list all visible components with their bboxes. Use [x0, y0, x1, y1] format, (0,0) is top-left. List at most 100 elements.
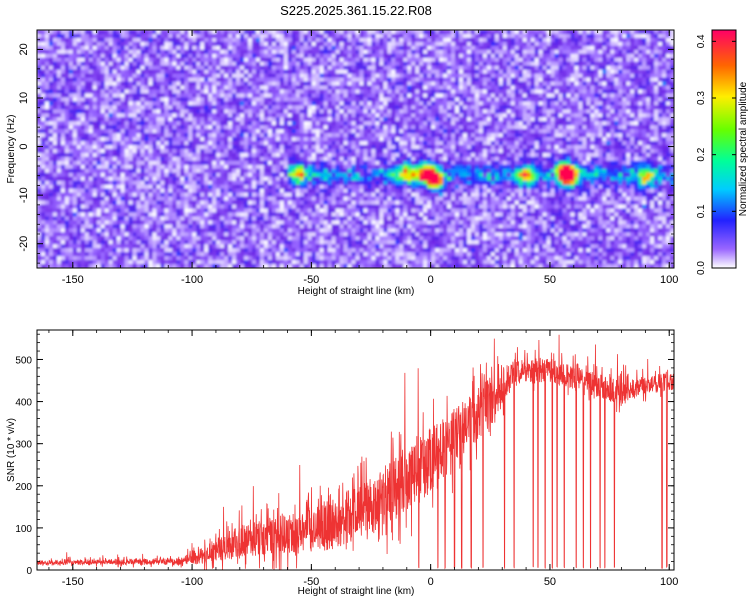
heatmap-cell	[176, 81, 181, 87]
heatmap-cell	[439, 117, 444, 122]
heatmap-cell	[431, 97, 436, 102]
heatmap-cell	[176, 85, 181, 91]
heatmap-cell	[423, 30, 428, 35]
heatmap-cell	[80, 141, 86, 146]
heatmap-cell	[582, 33, 588, 39]
heatmap-cell	[626, 77, 631, 83]
heatmap-cell	[92, 145, 98, 150]
heatmap-cell	[148, 149, 154, 154]
heatmap-cell	[570, 97, 576, 102]
heatmap-cell	[104, 105, 110, 110]
heatmap-cell	[228, 149, 233, 154]
heatmap-cell	[618, 41, 623, 47]
heatmap-cell	[399, 53, 404, 59]
heatmap-cell	[618, 129, 623, 134]
heatmap-cell	[622, 121, 627, 126]
heatmap-cell	[96, 141, 102, 146]
heatmap-cell	[228, 125, 233, 130]
heatmap-cell	[423, 121, 428, 126]
heatmap-cell	[347, 117, 353, 122]
heatmap-cell	[562, 105, 568, 110]
heatmap-cell	[459, 69, 464, 75]
heatmap-cell	[415, 30, 420, 35]
heatmap-cell	[598, 121, 603, 126]
heatmap-cell	[546, 145, 552, 150]
heatmap-cell	[347, 141, 353, 146]
heatmap-cell	[100, 113, 106, 118]
heatmap-cell	[462, 33, 468, 39]
heatmap-cell	[128, 61, 134, 67]
heatmap-cell	[224, 125, 229, 130]
heatmap-cell	[466, 30, 472, 35]
heatmap-cell	[283, 65, 289, 71]
heatmap-cell	[152, 85, 158, 91]
heatmap-cell	[148, 93, 154, 99]
heatmap-cell	[176, 41, 181, 47]
heatmap-cell	[518, 45, 524, 51]
heatmap-cell	[96, 61, 102, 67]
heatmap-cell	[251, 37, 257, 43]
heatmap-cell	[275, 73, 281, 79]
heatmap-cell	[666, 61, 671, 67]
heatmap-cell	[630, 137, 635, 142]
heatmap-cell	[220, 105, 225, 110]
heatmap-cell	[44, 93, 50, 99]
heatmap-cell	[224, 45, 229, 51]
heatmap-cell	[538, 129, 544, 134]
heatmap-cell	[363, 141, 369, 146]
heatmap-cell	[586, 145, 591, 150]
heatmap-cell	[271, 145, 277, 150]
heatmap-cell	[638, 30, 643, 35]
heatmap-cell	[168, 89, 173, 95]
heatmap-cell	[144, 97, 150, 102]
heatmap-cell	[606, 61, 611, 67]
heatmap-cell	[212, 30, 217, 35]
heatmap-cell	[184, 125, 189, 130]
heatmap-cell	[582, 49, 588, 55]
heatmap-cell	[323, 141, 329, 146]
heatmap-cell	[251, 117, 257, 122]
heatmap-cell	[518, 30, 524, 35]
heatmap-cell	[518, 149, 524, 154]
heatmap-cell	[630, 93, 635, 99]
heatmap-cell	[486, 33, 492, 39]
heatmap-cell	[255, 73, 261, 79]
heatmap-cell	[662, 81, 667, 87]
heatmap-cell	[666, 149, 671, 154]
heatmap-cell	[582, 149, 588, 154]
heatmap-cell	[343, 77, 349, 83]
heatmap-cell	[411, 105, 416, 110]
heatmap-cell	[40, 129, 46, 134]
heatmap-cell	[80, 85, 86, 91]
heatmap-cell	[626, 45, 631, 51]
heatmap-cell	[176, 105, 181, 110]
heatmap-cell	[363, 149, 369, 154]
heatmap-cell	[136, 145, 142, 150]
heatmap-cell	[295, 129, 301, 134]
heatmap-cell	[371, 145, 377, 150]
heatmap-cell	[534, 117, 540, 122]
heatmap-cell	[307, 69, 313, 75]
heatmap-cell	[351, 113, 357, 118]
heatmap-cell	[315, 69, 321, 75]
heatmap-cell	[634, 113, 639, 118]
heatmap-cell	[423, 37, 428, 43]
heatmap-cell	[112, 65, 118, 71]
heatmap-cell	[120, 53, 126, 59]
heatmap-cell	[498, 65, 504, 71]
heatmap-cell	[534, 129, 540, 134]
heatmap-cell	[594, 73, 599, 79]
heatmap-cell	[240, 65, 245, 71]
heatmap-cell	[331, 49, 337, 55]
heatmap-cell	[236, 141, 241, 146]
heatmap-cell	[638, 49, 643, 55]
heatmap-cell	[299, 77, 305, 83]
heatmap-cell	[443, 49, 448, 55]
heatmap-cell	[200, 129, 205, 134]
heatmap-cell	[395, 145, 400, 150]
heatmap-cell	[37, 117, 42, 122]
heatmap-cell	[224, 149, 229, 154]
heatmap-cell	[494, 53, 500, 59]
heatmap-cell	[212, 113, 217, 118]
heatmap-cell	[542, 101, 548, 106]
